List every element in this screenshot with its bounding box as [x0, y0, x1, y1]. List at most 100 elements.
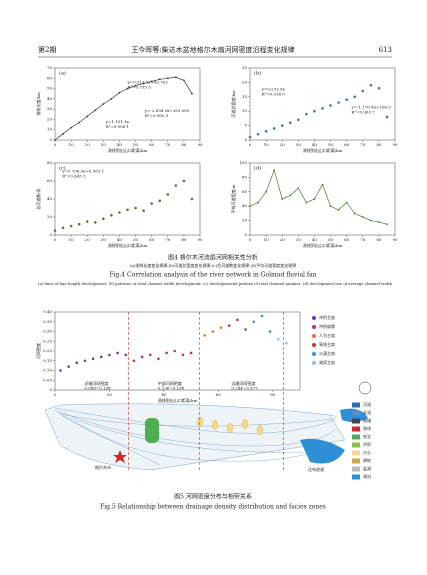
data-point	[174, 76, 177, 79]
data-point	[285, 341, 288, 345]
data-point	[305, 112, 308, 116]
x-tick-label: 70	[165, 142, 171, 147]
data-point	[297, 187, 300, 190]
data-point	[281, 198, 284, 200]
data-point	[361, 216, 364, 218]
data-point	[108, 353, 111, 357]
y-tick-label: 5	[244, 123, 247, 128]
data-point	[61, 226, 65, 230]
data-point	[132, 359, 136, 363]
data-point	[249, 205, 251, 208]
data-point	[252, 320, 256, 324]
fan-map	[44, 381, 372, 471]
x-tick-label: 30	[296, 237, 302, 242]
data-point	[321, 107, 324, 110]
y-tick-label: 0.20	[43, 348, 52, 353]
legend-entry: 泉线主扇	[319, 341, 335, 347]
x-axis-label: 测线到出山口距离/km	[158, 397, 198, 403]
data-point	[182, 79, 185, 82]
map-label: 格尔木市	[95, 464, 111, 470]
data-point	[264, 130, 268, 133]
y-tick-label: 80	[242, 174, 248, 179]
data-point	[150, 80, 153, 83]
data-point	[272, 127, 276, 130]
data-point	[93, 221, 97, 224]
data-point	[257, 201, 259, 204]
data-point	[313, 109, 316, 113]
panel-label: (a)	[59, 70, 66, 77]
data-point	[102, 103, 105, 105]
map-legend-entry: 城镇	[363, 417, 371, 423]
data-point	[77, 222, 81, 226]
x-tick-label: 90	[392, 237, 398, 242]
map-legend-swatch	[352, 418, 360, 424]
x-axis-label: 测线到出山口距离/km	[108, 147, 148, 153]
x-tick-label: 20	[280, 237, 286, 242]
data-point	[59, 369, 62, 372]
data-point	[102, 217, 105, 221]
caption: (a)测线长度变化规律;(b)河道总宽度变化规律;(c)总河道数变化规律;(d)…	[130, 262, 296, 268]
map-legend-entry: 支流	[363, 409, 371, 415]
data-point	[75, 361, 79, 365]
data-point	[211, 330, 215, 333]
map-legend-entry: 耕地	[363, 457, 371, 463]
data-point	[158, 78, 161, 81]
data-point	[268, 330, 272, 333]
data-point	[173, 349, 177, 353]
series-line	[54, 76, 193, 141]
map-legend-swatch	[352, 442, 360, 448]
x-tick-label: 10	[264, 237, 270, 242]
y-tick-label: 10	[242, 108, 248, 113]
y-tick-label: 40	[47, 96, 53, 101]
y-tick-label: 0	[49, 232, 52, 237]
x-tick-label: 0	[249, 142, 252, 147]
data-point	[265, 190, 268, 193]
map-legend-entry: 农业	[363, 433, 371, 439]
y-axis-label: 总河道数/条	[35, 188, 41, 209]
data-point	[236, 318, 239, 322]
data-point	[313, 198, 316, 200]
y-tick-label: 0	[244, 137, 247, 142]
x-tick-label: 20	[280, 142, 286, 147]
data-point	[142, 209, 145, 212]
x-tick-label: 60	[344, 237, 350, 242]
y-tick-label: 0.30	[43, 329, 52, 334]
legend-entry: 湖滨主扇	[319, 359, 335, 365]
x-tick-label: 40	[117, 142, 123, 147]
map-legend-swatch	[352, 402, 360, 408]
annotation: y=0.798 9x+8.583 1	[61, 169, 104, 174]
x-axis-label: 测线到出山口距离/km	[303, 147, 343, 153]
data-point	[248, 135, 252, 139]
y-tick-label: 30	[47, 106, 53, 111]
data-point	[126, 87, 129, 90]
map-legend-swatch	[352, 474, 360, 480]
x-tick-label: 80	[376, 237, 382, 242]
x-tick-label: 40	[312, 142, 318, 147]
data-point	[227, 324, 231, 327]
x-tick-label: 90	[197, 237, 203, 242]
data-point	[94, 109, 97, 112]
annotation: y=0.513 2x+43.762	[127, 79, 169, 84]
x-tick-label: 70	[360, 237, 366, 242]
x-tick-label: 60	[344, 142, 350, 147]
x-tick-label: 20	[85, 237, 91, 242]
y-tick-label: 20	[47, 116, 53, 121]
legend-swatch	[312, 334, 316, 338]
data-point	[140, 355, 144, 359]
page-number: 613	[379, 46, 392, 54]
data-point	[345, 98, 348, 101]
y-tick-label: 0.15	[43, 358, 52, 363]
y-tick-label: 40	[47, 196, 53, 201]
x-tick-label: 80	[376, 142, 382, 147]
x-tick-label: 50	[328, 237, 334, 242]
data-point	[289, 194, 292, 197]
x-tick-label: 60	[216, 392, 222, 397]
annotation: R²=0.965 9	[145, 113, 169, 118]
y-tick-label: 60	[47, 178, 53, 183]
annotation: y=-1.170 4x+106.3	[351, 105, 392, 110]
annotation: R²=0.755 5	[128, 84, 152, 89]
y-axis-label: 平均河道宽度/m	[230, 184, 236, 213]
annotation: 远端河网密度	[231, 380, 255, 386]
data-point	[134, 84, 137, 87]
data-point	[190, 197, 194, 201]
